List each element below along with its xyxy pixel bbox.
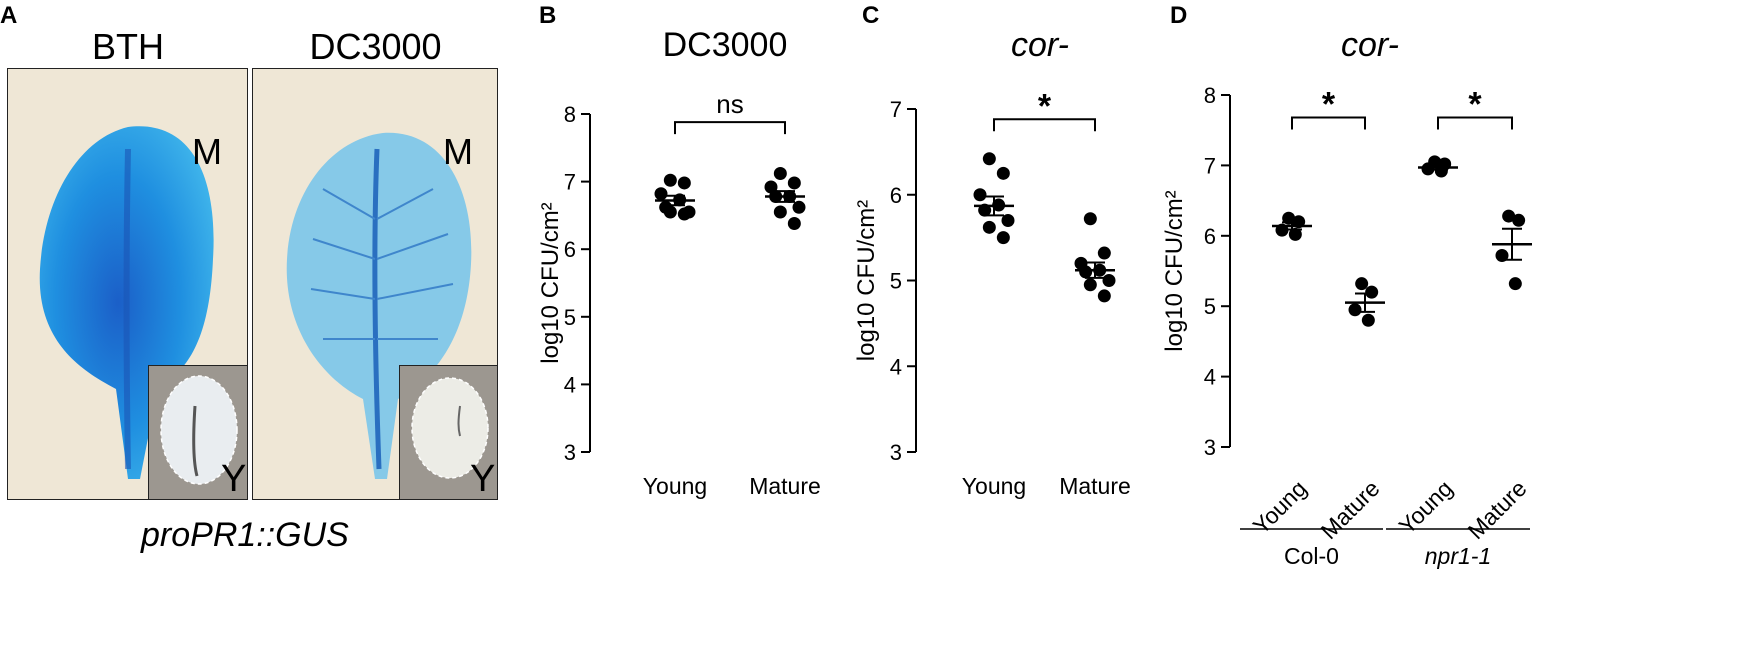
y-tick-label: 8	[1204, 83, 1216, 108]
bth-young-label: Y	[221, 458, 247, 500]
chart-panel-b: DC3000 3 4 5 6 7 8 log10 CFU/cm² ns Young Mature	[537, 26, 821, 499]
data-point	[663, 205, 677, 219]
x-category-label: Mature	[1316, 475, 1385, 544]
y-tick-label: 7	[564, 170, 576, 195]
y-tick-label: 6	[564, 237, 576, 262]
bth-young-leaf-drawing	[160, 375, 238, 485]
y-tick-label: 5	[890, 269, 902, 294]
data-point	[982, 152, 996, 166]
panel-label-c: C	[862, 2, 880, 29]
leaf-photo-dc3000: M Y	[252, 68, 498, 500]
leaf-photo-bth: M Y	[7, 68, 248, 500]
y-tick-label: 3	[564, 440, 576, 465]
data-point	[1288, 227, 1302, 241]
chart-title: cor-	[1341, 26, 1399, 64]
x-category-label: Young	[962, 473, 1026, 499]
y-tick-label: 8	[564, 102, 576, 127]
significance-label: *	[1468, 86, 1482, 124]
dc3000-young-leaf-drawing	[411, 377, 489, 479]
data-point	[996, 231, 1010, 245]
data-point	[1348, 303, 1362, 317]
data-point	[1512, 213, 1526, 227]
data-point	[973, 188, 987, 202]
bth-young-leaf-inset: Y	[148, 365, 247, 500]
dc3000-mature-label: M	[443, 131, 473, 172]
data-point	[1365, 285, 1379, 299]
data-point	[982, 220, 996, 234]
data-point	[1097, 246, 1111, 260]
data-point	[663, 173, 677, 187]
significance-bracket	[993, 118, 1096, 132]
y-tick-label: 5	[1204, 294, 1216, 319]
chart-title: cor-	[1011, 26, 1069, 64]
data-point	[792, 200, 806, 214]
dc3000-leaf-blade	[286, 132, 472, 479]
y-tick-label: 6	[890, 183, 902, 208]
data-point	[1355, 277, 1369, 291]
data-point	[1001, 213, 1015, 227]
y-tick-label: 6	[1204, 224, 1216, 249]
y-tick-label: 4	[564, 372, 576, 397]
data-point	[1508, 277, 1522, 291]
data-point	[1083, 212, 1097, 226]
data-point	[677, 207, 691, 221]
data-point	[773, 205, 787, 219]
x-category-label: Mature	[1463, 475, 1532, 544]
data-point	[1083, 278, 1097, 292]
panel-label-b: B	[539, 2, 557, 29]
x-category-label: Young	[643, 473, 707, 499]
dc3000-leaf-drawing	[286, 132, 472, 479]
photo-caption: proPR1::GUS	[141, 516, 349, 554]
y-axis-label: log10 CFU/cm²	[1161, 190, 1188, 351]
photo-title-dc3000: DC3000	[309, 26, 442, 67]
significance-bracket	[1437, 116, 1513, 130]
x-category-label: Mature	[749, 473, 821, 499]
significance-label: *	[1322, 86, 1336, 124]
data-point	[1502, 209, 1516, 223]
data-point	[1097, 289, 1111, 303]
group-label: npr1-1	[1425, 543, 1491, 569]
y-tick-label: 4	[890, 354, 902, 379]
panel-label-d: D	[1170, 2, 1188, 29]
data-point	[677, 176, 691, 190]
y-tick-label: 7	[890, 97, 902, 122]
data-point	[773, 166, 787, 180]
data-point	[1361, 313, 1375, 327]
y-axis-label: log10 CFU/cm²	[537, 202, 564, 363]
group-label: Col-0	[1284, 543, 1339, 569]
significance-bracket	[1291, 116, 1366, 130]
bth-leaf-drawing	[39, 126, 214, 479]
dc3000-young-leaf-inset: Y	[399, 365, 497, 500]
x-category-label: Mature	[1059, 473, 1131, 499]
y-axis-label: log10 CFU/cm²	[853, 200, 880, 361]
data-point	[787, 176, 801, 190]
y-tick-label: 5	[564, 305, 576, 330]
data-point	[654, 187, 668, 201]
y-tick-label: 3	[1204, 435, 1216, 460]
significance-bracket	[674, 121, 786, 135]
data-point	[1102, 274, 1116, 287]
data-point	[1079, 265, 1093, 279]
data-point	[996, 166, 1010, 180]
y-tick-label: 4	[1204, 365, 1216, 390]
panel-label-a: A	[0, 2, 18, 29]
bth-mature-label: M	[192, 131, 222, 172]
significance-label: ns	[716, 89, 743, 119]
y-tick-label: 3	[890, 440, 902, 465]
chart-panel-c: cor- 3 4 5 6 7 log10 CFU/cm² * Young Mature	[853, 26, 1131, 499]
chart-title: DC3000	[663, 26, 788, 64]
dc3000-young-label: Y	[470, 458, 496, 500]
bth-leaf-vein	[123, 148, 131, 470]
significance-label: *	[1038, 87, 1052, 125]
data-point	[787, 217, 801, 231]
y-tick-label: 7	[1204, 153, 1216, 178]
photo-title-bth: BTH	[92, 26, 164, 67]
